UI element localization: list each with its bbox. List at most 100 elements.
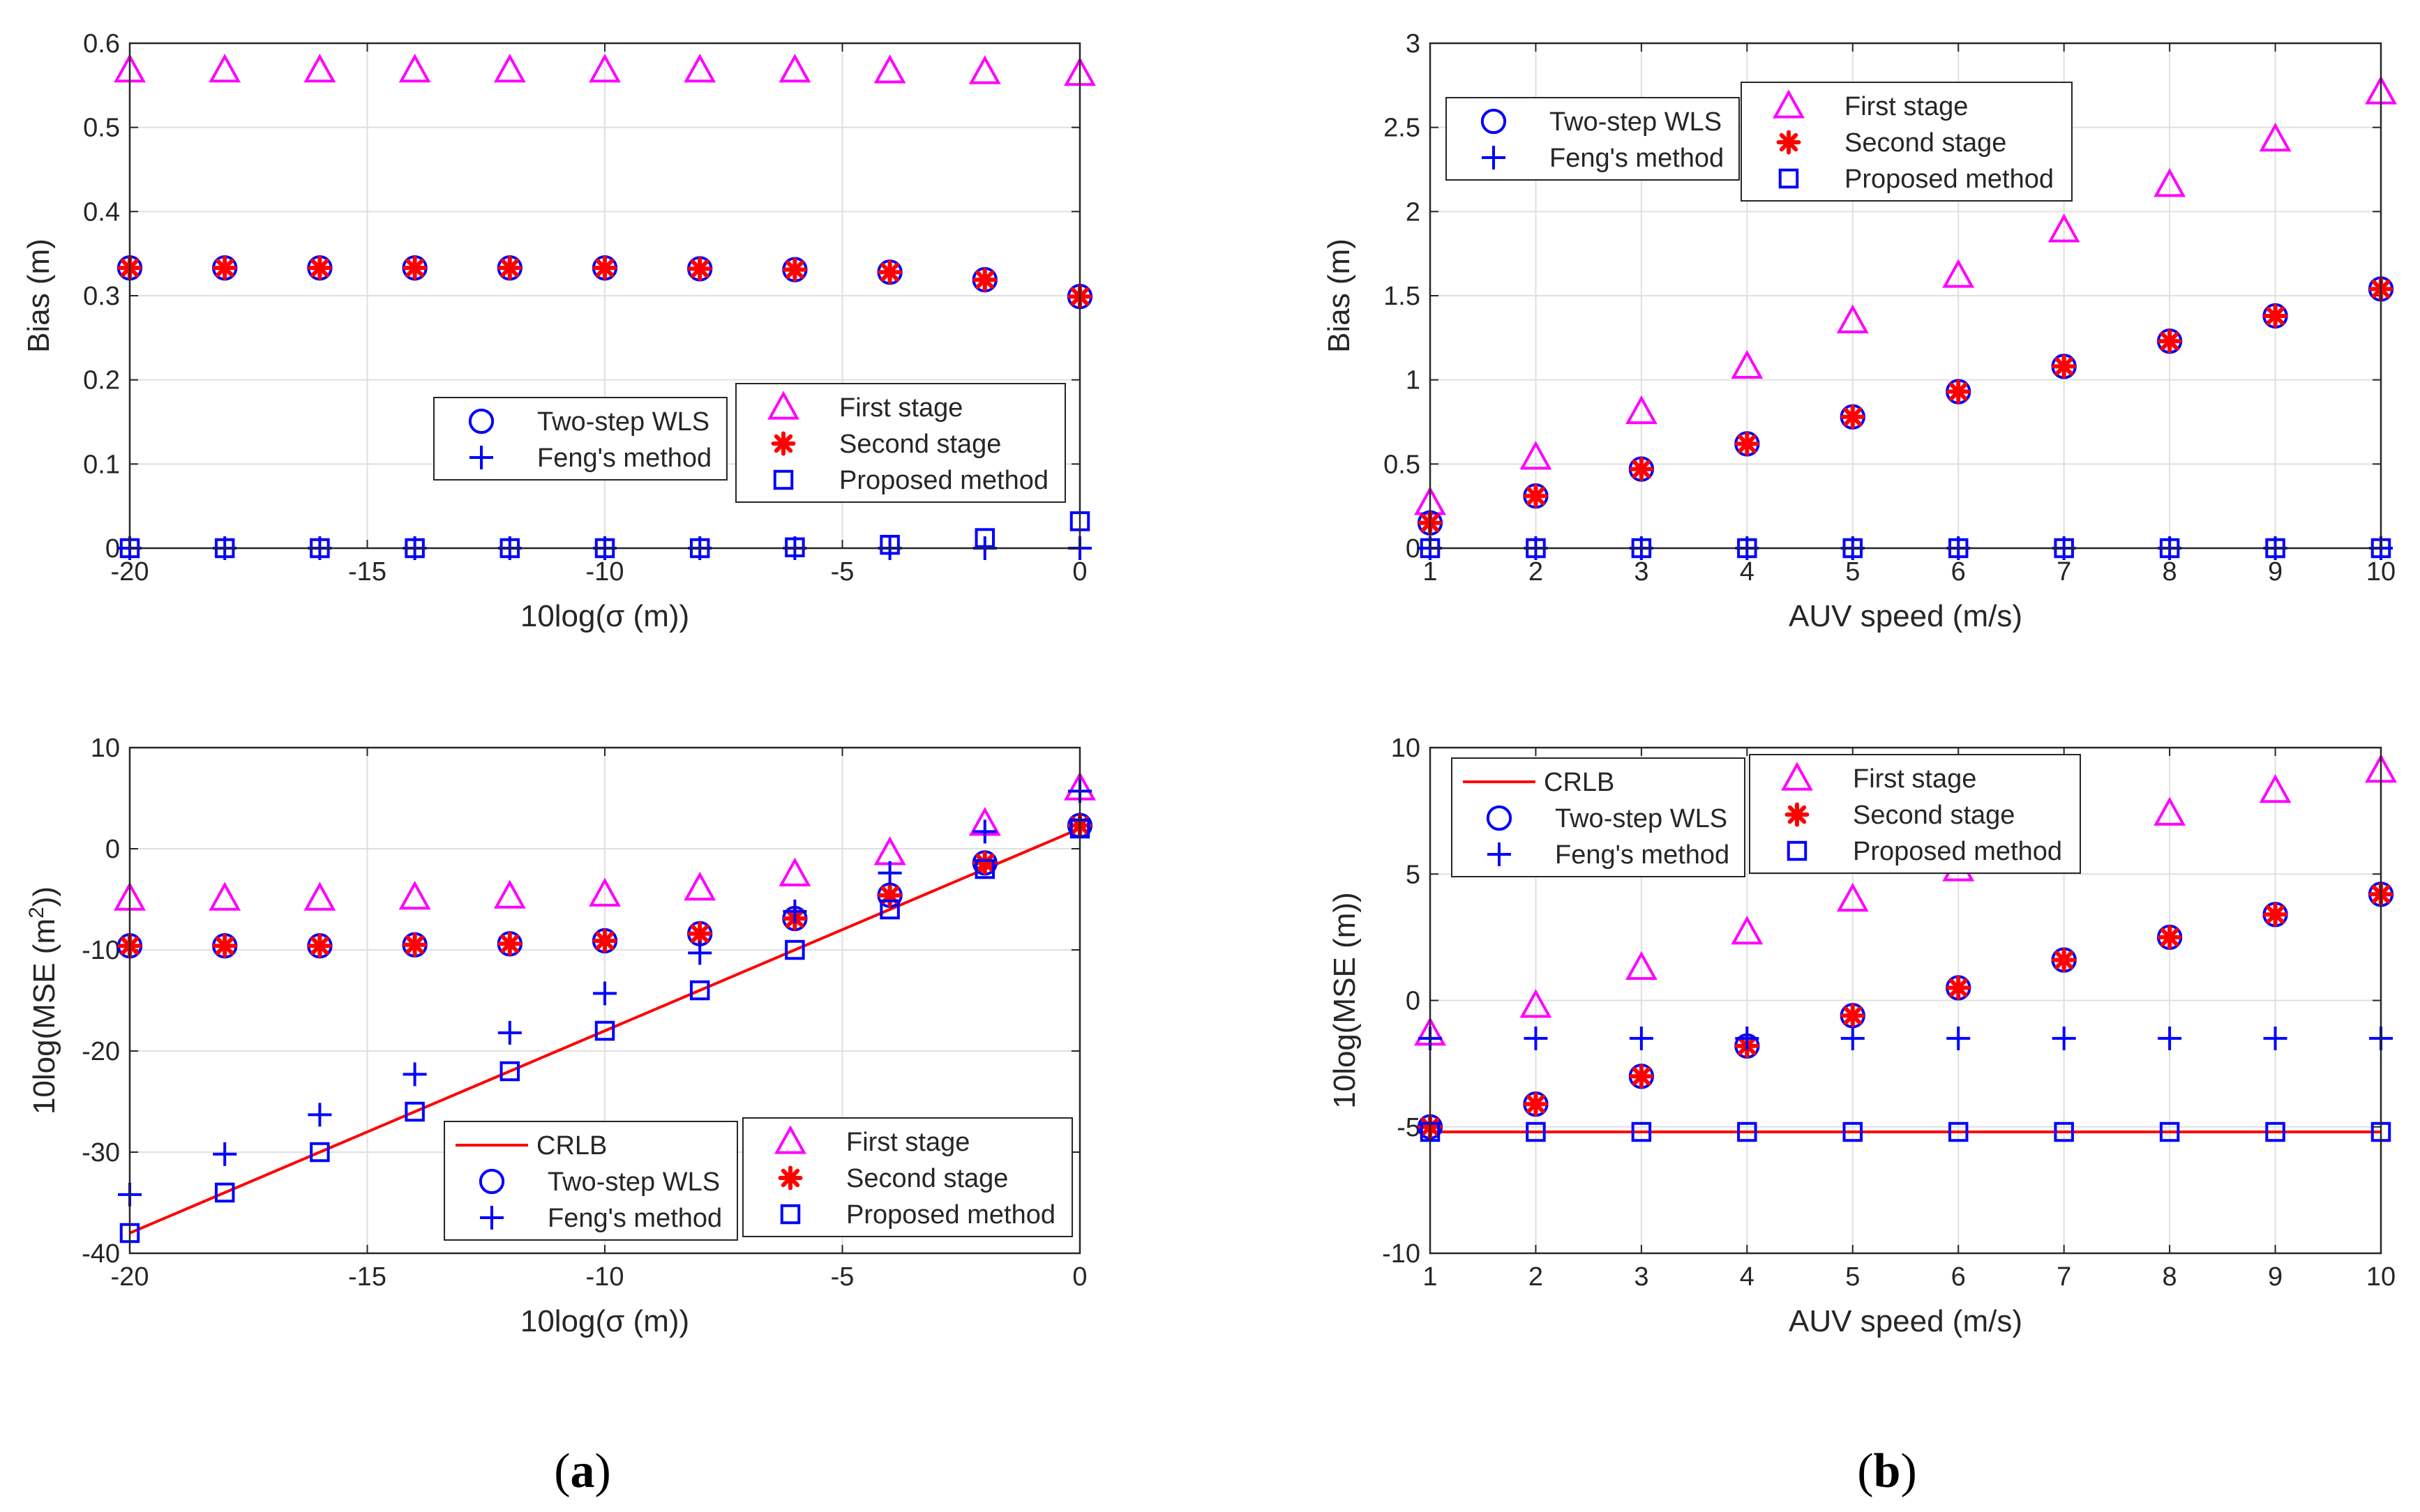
point-second-stage <box>1946 975 1971 1000</box>
y-tick-label: 0 <box>105 835 120 864</box>
point-first-stage <box>493 879 526 909</box>
x-tick-label: 3 <box>1634 1262 1648 1292</box>
legend-label: First stage <box>846 1128 970 1157</box>
legend-label: CRLB <box>536 1131 607 1161</box>
series-crlb <box>129 827 1081 1234</box>
y-tick-label: -40 <box>82 1239 120 1269</box>
y-axis-label: Bias (m) <box>22 239 56 353</box>
legend-label: Proposed method <box>1844 165 2054 194</box>
x-tick-label: 2 <box>1528 557 1543 587</box>
x-tick-label: 0 <box>1072 557 1087 587</box>
point-feng <box>878 861 902 885</box>
x-tick-label: 6 <box>1951 557 1966 587</box>
legend-marker-second-stage <box>1776 130 1801 155</box>
crlb-line <box>129 827 1081 1234</box>
point-proposed <box>2265 1121 2285 1142</box>
point-first-stage <box>1731 349 1764 379</box>
x-axis-label: 10log(σ (m)) <box>520 1304 689 1338</box>
point-feng <box>972 819 997 844</box>
x-tick-label: 8 <box>2163 557 2177 587</box>
x-axis-label: AUV speed (m/s) <box>1789 599 2022 633</box>
legend-label: First stage <box>1844 92 1968 121</box>
point-proposed <box>785 939 805 960</box>
point-proposed <box>975 859 995 879</box>
legend: First stage Second stage Proposed method <box>742 1117 1073 1237</box>
point-second-stage <box>2263 303 2288 328</box>
point-second-stage <box>307 933 332 958</box>
x-tick-label: 8 <box>2163 1262 2177 1292</box>
point-second-stage <box>1734 431 1759 456</box>
legend-label: First stage <box>1853 764 1976 794</box>
y-tick-label: 0.1 <box>83 450 120 479</box>
axes-box <box>128 42 1081 550</box>
point-first-stage <box>1731 915 1764 945</box>
point-feng <box>213 1142 237 1166</box>
x-tick-label: 4 <box>1740 557 1754 587</box>
point-second-stage <box>2052 948 2077 972</box>
y-tick-label: 0 <box>1406 534 1420 564</box>
point-proposed <box>1631 1121 1652 1142</box>
point-first-stage <box>2259 122 2292 152</box>
point-feng <box>1735 1026 1759 1050</box>
point-second-stage <box>403 932 428 958</box>
legend-marker-two-step <box>479 1168 505 1195</box>
caption-a: (a) <box>554 1444 611 1498</box>
point-second-stage <box>687 256 712 281</box>
point-feng <box>1524 1026 1548 1050</box>
legend-marker-first-stage <box>774 1125 806 1154</box>
point-second-stage <box>1840 1003 1865 1028</box>
chart-a-bottom: -20 -15 -10 -5 0 -40 -30 -20 -10 0 10 10log(σ (m)) 1… <box>25 734 1096 1338</box>
legend-marker-first-stage <box>767 391 799 420</box>
point-first-stage <box>968 55 1001 84</box>
point-first-stage <box>303 882 336 911</box>
point-second-stage <box>1523 1091 1548 1117</box>
legend-marker-two-step <box>1486 805 1512 831</box>
point-second-stage <box>1946 379 1971 405</box>
legend: CRLB Two-step WLS Feng's method <box>1451 757 1745 877</box>
legend-label: Two-step WLS <box>1555 804 1727 833</box>
point-proposed <box>2159 1121 2180 1142</box>
point-proposed <box>880 899 900 920</box>
y-tick-label: 0 <box>105 534 120 564</box>
x-tick-label: 1 <box>1422 1262 1437 1292</box>
y-tick-label: 1 <box>1406 366 1420 395</box>
legend-marker-feng <box>1482 146 1505 169</box>
point-proposed <box>594 1020 615 1041</box>
point-second-stage <box>878 883 903 908</box>
chart-b-bottom: 1 2 3 4 5 6 7 8 9 10 -10 -5 0 5 10 AUV speed (m/s) 10log… <box>1328 734 2397 1338</box>
point-second-stage <box>972 267 998 292</box>
point-proposed <box>1948 1121 1969 1142</box>
legend: First stage Second stage Proposed method <box>735 383 1066 503</box>
point-feng <box>2052 1026 2076 1050</box>
point-first-stage <box>684 53 716 83</box>
y-tick-label: -5 <box>1397 1113 1420 1142</box>
point-second-stage <box>1523 483 1548 508</box>
point-proposed <box>214 1182 235 1203</box>
point-first-stage <box>209 882 241 911</box>
point-second-stage <box>1840 405 1865 430</box>
y-tick-label: 10 <box>91 734 120 763</box>
legend-label: Proposed method <box>839 466 1049 495</box>
point-first-stage <box>684 871 716 901</box>
point-second-stage <box>878 259 903 285</box>
x-tick-label: 6 <box>1951 1262 1966 1292</box>
point-proposed <box>499 1061 520 1082</box>
x-tick-label: -5 <box>831 557 855 587</box>
point-proposed <box>310 1142 330 1163</box>
point-first-stage <box>1625 951 1658 981</box>
x-tick-label: -15 <box>348 557 386 587</box>
point-proposed <box>975 528 995 548</box>
legend-marker-two-step <box>1480 108 1507 135</box>
y-tick-label: 0.6 <box>83 29 120 59</box>
legend-marker-second-stage <box>771 431 796 456</box>
legend-label: Second stage <box>846 1164 1008 1193</box>
x-tick-label: 7 <box>2057 557 2071 587</box>
x-tick-label: -15 <box>348 1262 386 1292</box>
chart-a-top: -20 -15 -10 -5 0 0 0.1 0.2 0.3 0.4 0.5 0.6 10log(σ (… <box>22 29 1096 633</box>
y-tick-label: -30 <box>82 1138 120 1167</box>
point-second-stage <box>2263 902 2288 927</box>
point-feng <box>688 941 712 965</box>
y-axis-label: Bias (m) <box>1322 239 1356 353</box>
point-first-stage <box>2047 213 2080 243</box>
